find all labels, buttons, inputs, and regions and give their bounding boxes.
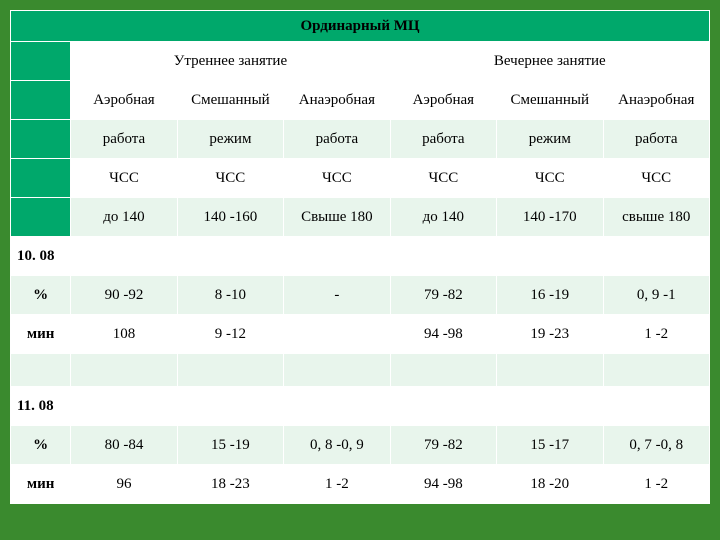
session-row: Утреннее занятие Вечернее занятие bbox=[11, 42, 710, 81]
col-header: до 140 bbox=[390, 198, 496, 237]
data-cell: 79 -82 bbox=[390, 426, 496, 465]
col-header: ЧСС bbox=[177, 159, 283, 198]
corner-cell bbox=[11, 159, 71, 198]
table-title: Ординарный МЦ bbox=[11, 11, 710, 42]
corner-cell bbox=[11, 81, 71, 120]
col-header: до 140 bbox=[71, 198, 177, 237]
empty-cell bbox=[390, 387, 496, 426]
header-row-2: работа режим работа работа режим работа bbox=[11, 120, 710, 159]
col-header: ЧСС bbox=[71, 159, 177, 198]
col-header: 140 -170 bbox=[497, 198, 603, 237]
data-cell bbox=[284, 315, 390, 354]
col-header: Анаэробная bbox=[603, 81, 709, 120]
data-cell: - bbox=[284, 276, 390, 315]
empty-cell bbox=[603, 237, 709, 276]
empty-cell bbox=[11, 354, 71, 387]
header-row-1: Аэробная Смешанный Анаэробная Аэробная С… bbox=[11, 81, 710, 120]
header-row-4: до 140 140 -160 Свыше 180 до 140 140 -17… bbox=[11, 198, 710, 237]
date-label: 11. 08 bbox=[11, 387, 71, 426]
data-cell: 16 -19 bbox=[497, 276, 603, 315]
spacer-row bbox=[11, 354, 710, 387]
data-row: % 90 -92 8 -10 - 79 -82 16 -19 0, 9 -1 bbox=[11, 276, 710, 315]
corner-cell bbox=[11, 198, 71, 237]
row-label: мин bbox=[11, 315, 71, 354]
empty-cell bbox=[497, 387, 603, 426]
data-cell: 90 -92 bbox=[71, 276, 177, 315]
data-cell: 8 -10 bbox=[177, 276, 283, 315]
data-row: мин 96 18 -23 1 -2 94 -98 18 -20 1 -2 bbox=[11, 465, 710, 504]
col-header: Смешанный bbox=[497, 81, 603, 120]
data-cell: 0, 9 -1 bbox=[603, 276, 709, 315]
col-header: ЧСС bbox=[390, 159, 496, 198]
data-cell: 0, 8 -0, 9 bbox=[284, 426, 390, 465]
data-cell: 18 -20 bbox=[497, 465, 603, 504]
empty-cell bbox=[71, 237, 177, 276]
empty-cell bbox=[603, 387, 709, 426]
session-morning: Утреннее занятие bbox=[71, 42, 390, 81]
col-header: работа bbox=[284, 120, 390, 159]
row-label: % bbox=[11, 276, 71, 315]
row-label: % bbox=[11, 426, 71, 465]
data-cell: 0, 7 -0, 8 bbox=[603, 426, 709, 465]
corner-cell bbox=[11, 120, 71, 159]
col-header: свыше 180 bbox=[603, 198, 709, 237]
data-row: % 80 -84 15 -19 0, 8 -0, 9 79 -82 15 -17… bbox=[11, 426, 710, 465]
col-header: работа bbox=[390, 120, 496, 159]
empty-cell bbox=[603, 354, 709, 387]
data-cell: 1 -2 bbox=[603, 465, 709, 504]
data-cell: 94 -98 bbox=[390, 465, 496, 504]
empty-cell bbox=[284, 237, 390, 276]
col-header: Свыше 180 bbox=[284, 198, 390, 237]
data-cell: 94 -98 bbox=[390, 315, 496, 354]
data-row: мин 108 9 -12 94 -98 19 -23 1 -2 bbox=[11, 315, 710, 354]
session-evening: Вечернее занятие bbox=[390, 42, 709, 81]
row-label: мин bbox=[11, 465, 71, 504]
empty-cell bbox=[390, 237, 496, 276]
empty-cell bbox=[390, 354, 496, 387]
col-header: 140 -160 bbox=[177, 198, 283, 237]
data-cell: 96 bbox=[71, 465, 177, 504]
header-row-3: ЧСС ЧСС ЧСС ЧСС ЧСС ЧСС bbox=[11, 159, 710, 198]
date-label: 10. 08 bbox=[11, 237, 71, 276]
data-cell: 9 -12 bbox=[177, 315, 283, 354]
empty-cell bbox=[497, 354, 603, 387]
data-cell: 15 -19 bbox=[177, 426, 283, 465]
data-cell: 79 -82 bbox=[390, 276, 496, 315]
title-row: Ординарный МЦ bbox=[11, 11, 710, 42]
date-row: 11. 08 bbox=[11, 387, 710, 426]
empty-cell bbox=[177, 354, 283, 387]
col-header: Аэробная bbox=[71, 81, 177, 120]
training-table: Ординарный МЦ Утреннее занятие Вечернее … bbox=[10, 10, 710, 504]
empty-cell bbox=[284, 387, 390, 426]
corner-cell bbox=[11, 42, 71, 81]
data-cell: 19 -23 bbox=[497, 315, 603, 354]
date-row: 10. 08 bbox=[11, 237, 710, 276]
data-cell: 1 -2 bbox=[284, 465, 390, 504]
col-header: работа bbox=[603, 120, 709, 159]
col-header: ЧСС bbox=[284, 159, 390, 198]
empty-cell bbox=[177, 237, 283, 276]
col-header: режим bbox=[497, 120, 603, 159]
empty-cell bbox=[284, 354, 390, 387]
col-header: ЧСС bbox=[603, 159, 709, 198]
col-header: режим bbox=[177, 120, 283, 159]
data-cell: 1 -2 bbox=[603, 315, 709, 354]
empty-cell bbox=[497, 237, 603, 276]
data-cell: 15 -17 bbox=[497, 426, 603, 465]
col-header: работа bbox=[71, 120, 177, 159]
empty-cell bbox=[71, 354, 177, 387]
col-header: ЧСС bbox=[497, 159, 603, 198]
empty-cell bbox=[177, 387, 283, 426]
data-cell: 108 bbox=[71, 315, 177, 354]
data-cell: 18 -23 bbox=[177, 465, 283, 504]
empty-cell bbox=[71, 387, 177, 426]
col-header: Смешанный bbox=[177, 81, 283, 120]
col-header: Анаэробная bbox=[284, 81, 390, 120]
col-header: Аэробная bbox=[390, 81, 496, 120]
data-cell: 80 -84 bbox=[71, 426, 177, 465]
